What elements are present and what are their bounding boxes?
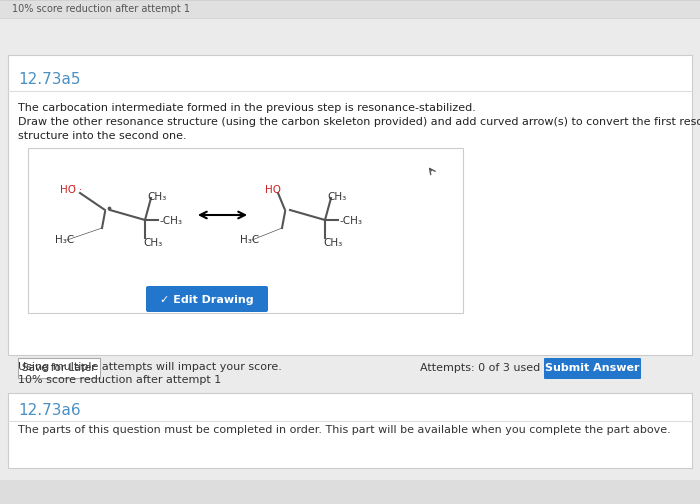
Text: CH₃: CH₃ bbox=[143, 238, 162, 248]
Text: Submit Answer: Submit Answer bbox=[545, 363, 640, 373]
Text: H₃C: H₃C bbox=[240, 235, 259, 245]
Text: Save for Later: Save for Later bbox=[22, 363, 96, 373]
FancyBboxPatch shape bbox=[8, 393, 692, 468]
Text: 10% score reduction after attempt 1: 10% score reduction after attempt 1 bbox=[12, 4, 190, 14]
FancyBboxPatch shape bbox=[544, 358, 641, 379]
Text: 12.73a6: 12.73a6 bbox=[18, 403, 80, 418]
FancyBboxPatch shape bbox=[28, 148, 463, 313]
Text: ·: · bbox=[79, 185, 82, 195]
FancyBboxPatch shape bbox=[8, 55, 692, 355]
Text: -CH₃: -CH₃ bbox=[339, 216, 362, 226]
Text: 12.73a5: 12.73a5 bbox=[18, 72, 80, 87]
Text: Draw the other resonance structure (using the carbon skeleton provided) and add : Draw the other resonance structure (usin… bbox=[18, 117, 700, 127]
FancyBboxPatch shape bbox=[18, 358, 100, 378]
Text: 10% score reduction after attempt 1: 10% score reduction after attempt 1 bbox=[18, 375, 221, 385]
Text: -CH₃: -CH₃ bbox=[159, 216, 182, 226]
Text: HO: HO bbox=[265, 185, 281, 195]
Text: The parts of this question must be completed in order. This part will be availab: The parts of this question must be compl… bbox=[18, 425, 671, 435]
Text: H₃C: H₃C bbox=[55, 235, 74, 245]
Text: Using multiple attempts will impact your score.: Using multiple attempts will impact your… bbox=[18, 362, 282, 372]
Text: CH₃: CH₃ bbox=[327, 192, 346, 202]
Text: ✓ Edit Drawing: ✓ Edit Drawing bbox=[160, 295, 254, 305]
Text: HÖ: HÖ bbox=[60, 185, 76, 195]
Text: CH₃: CH₃ bbox=[147, 192, 167, 202]
Text: CH₃: CH₃ bbox=[323, 238, 342, 248]
Text: Attempts: 0 of 3 used: Attempts: 0 of 3 used bbox=[420, 363, 540, 373]
FancyBboxPatch shape bbox=[146, 286, 268, 312]
Text: The carbocation intermediate formed in the previous step is resonance-stabilized: The carbocation intermediate formed in t… bbox=[18, 103, 476, 113]
Text: structure into the second one.: structure into the second one. bbox=[18, 131, 187, 141]
FancyBboxPatch shape bbox=[0, 480, 700, 504]
FancyBboxPatch shape bbox=[0, 0, 700, 18]
